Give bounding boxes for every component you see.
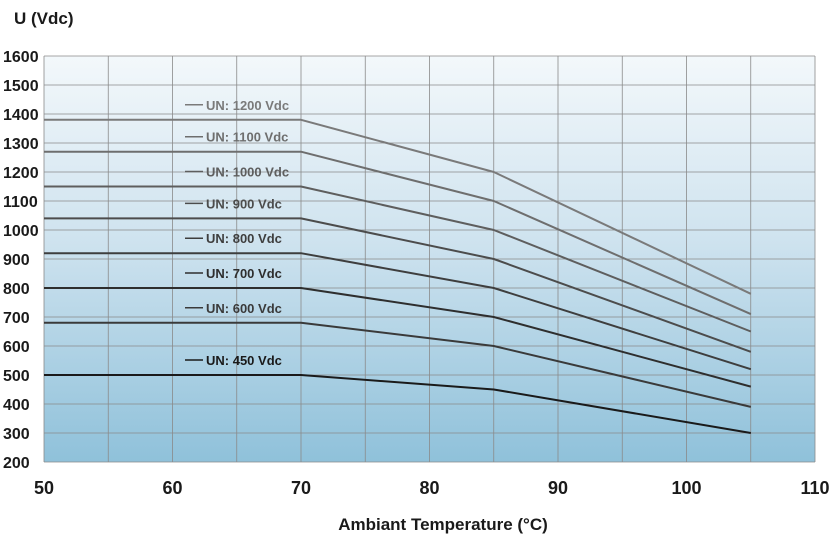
- y-tick-label: 400: [3, 397, 30, 414]
- y-tick-label: 900: [3, 252, 30, 269]
- y-tick-label: 800: [3, 281, 30, 298]
- series-label: UN: 450 Vdc: [206, 353, 282, 368]
- series-labels: UN: 1200 Vdc UN: 1100 Vdc UN: 1000 Vdc UN: …: [185, 98, 289, 368]
- series-line-1: [44, 118, 752, 295]
- series-label: UN: 1200 Vdc: [206, 98, 289, 113]
- series-line-4: [44, 217, 752, 353]
- y-tick-label: 1100: [3, 194, 38, 211]
- y-tick-label: 1500: [3, 78, 39, 95]
- y-tick-label: 1300: [3, 136, 39, 153]
- series-line-6: [44, 287, 752, 388]
- y-tick-label: 200: [3, 455, 30, 472]
- series-line-3: [44, 185, 752, 333]
- y-tick-label: 300: [3, 426, 30, 443]
- series-line-2: [44, 150, 752, 316]
- x-tick-label: 50: [34, 478, 54, 498]
- series-label: UN: 1100 Vdc: [206, 130, 288, 145]
- series-label: UN: 1000 Vdc: [206, 165, 289, 180]
- y-axis-ticks: 200 300 400 500 600 700 800 900 1000 1100 1200 1300…: [3, 49, 39, 472]
- x-tick-label: 70: [291, 478, 311, 498]
- y-tick-label: 1400: [3, 107, 39, 124]
- x-axis-title: Ambiant Temperature (°C): [338, 515, 548, 534]
- y-tick-label: 600: [3, 339, 30, 356]
- series-label: UN: 700 Vdc: [206, 266, 282, 281]
- x-tick-label: 110: [800, 478, 829, 498]
- grid-lines: [43, 55, 816, 463]
- series-line-8: [44, 374, 751, 434]
- series-line-5: [44, 252, 752, 371]
- series-line-7: [44, 321, 752, 408]
- y-tick-label: 1600: [3, 49, 39, 66]
- x-axis-ticks: 50 60 70 80 90 100 110: [34, 478, 830, 498]
- series-label: UN: 900 Vdc: [206, 196, 282, 211]
- series-lines: [44, 118, 752, 434]
- x-tick-label: 60: [162, 478, 182, 498]
- series-label: UN: 800 Vdc: [206, 231, 282, 246]
- y-tick-label: 500: [3, 368, 30, 385]
- y-tick-label: 1200: [3, 165, 39, 182]
- y-axis-title: U (Vdc): [14, 9, 74, 28]
- y-tick-label: 1000: [3, 223, 39, 240]
- y-tick-label: 700: [3, 310, 30, 327]
- x-tick-label: 80: [419, 478, 439, 498]
- series-label: UN: 600 Vdc: [206, 301, 282, 316]
- x-tick-label: 100: [671, 478, 701, 498]
- x-tick-label: 90: [548, 478, 568, 498]
